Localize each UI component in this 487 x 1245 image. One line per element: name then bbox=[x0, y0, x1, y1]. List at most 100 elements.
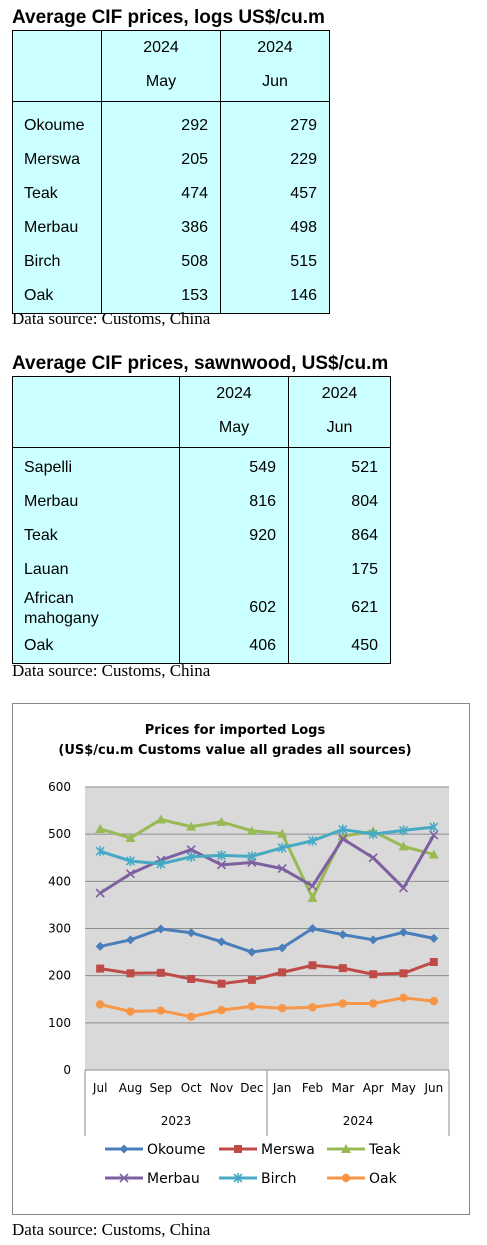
y-tick-label: 200 bbox=[48, 969, 71, 983]
data-point bbox=[368, 829, 378, 840]
data-point bbox=[156, 968, 165, 977]
data-point bbox=[428, 849, 439, 859]
data-point bbox=[341, 1144, 351, 1153]
species-label-two-line: African mahogany bbox=[24, 587, 179, 629]
header-month: Jun bbox=[326, 419, 353, 436]
x-tick-label: Aug bbox=[119, 1081, 142, 1095]
data-point bbox=[277, 842, 287, 853]
data-point bbox=[156, 1006, 166, 1015]
data-point bbox=[399, 927, 408, 937]
data-point bbox=[338, 824, 348, 835]
species-label: mahogany bbox=[24, 610, 99, 627]
price-value: 515 bbox=[290, 253, 317, 270]
price-value: 450 bbox=[351, 637, 378, 654]
species-label: Merswa bbox=[24, 151, 81, 168]
header-jun: 2024 Jun bbox=[220, 30, 330, 102]
series-line bbox=[99, 825, 434, 866]
data-point bbox=[277, 943, 287, 953]
x-tick-label: Mar bbox=[332, 1081, 355, 1095]
price-value: 920 bbox=[249, 527, 276, 544]
table-body-row: Sapelli Merbau Teak Lauan African mahoga… bbox=[12, 447, 391, 664]
species-label: Okoume bbox=[24, 117, 85, 134]
series-line bbox=[99, 960, 435, 986]
data-point bbox=[398, 825, 409, 836]
price-value: 816 bbox=[249, 493, 276, 510]
log-price-chart: Prices for imported Logs (US$/cu.m Custo… bbox=[12, 703, 470, 1215]
data-point bbox=[186, 851, 196, 862]
data-point bbox=[234, 1145, 242, 1153]
data-point bbox=[186, 821, 197, 831]
header-jun: 2024 Jun bbox=[288, 376, 391, 448]
species-label: Lauan bbox=[24, 561, 69, 578]
x-tick-label: Oct bbox=[181, 1081, 202, 1095]
y-tick-label: 500 bbox=[48, 827, 71, 841]
data-point bbox=[429, 830, 439, 840]
species-label: Merbau bbox=[24, 493, 79, 510]
year-group-label: 2023 bbox=[161, 1114, 192, 1128]
data-point bbox=[126, 1007, 135, 1016]
price-value: 621 bbox=[351, 599, 378, 616]
species-label: Birch bbox=[24, 253, 61, 270]
header-year: 2024 bbox=[143, 39, 179, 56]
x-tick-label: Sep bbox=[150, 1081, 173, 1095]
sawnwood-data-source: Data source: Customs, China bbox=[12, 661, 211, 680]
header-may: 2024 May bbox=[101, 30, 221, 102]
data-point bbox=[429, 957, 438, 966]
series-line bbox=[99, 996, 434, 1019]
data-point bbox=[277, 828, 288, 838]
plot-area: 0 100 200 300 400 500 600 Jul Aug Sep Oct Nov Dec Jan… bbox=[48, 780, 450, 1187]
price-value: 864 bbox=[351, 527, 378, 544]
price-value: 406 bbox=[249, 637, 276, 654]
header-year: 2024 bbox=[321, 385, 358, 402]
data-point bbox=[125, 856, 136, 867]
chart-data-source: Data source: Customs, China bbox=[12, 1220, 211, 1239]
price-value: 804 bbox=[351, 493, 378, 510]
species-label: Sapelli bbox=[24, 459, 73, 476]
header-month: May bbox=[145, 73, 177, 90]
data-point bbox=[217, 979, 226, 988]
x-tick-label: May bbox=[391, 1081, 416, 1095]
legend-label: Teak bbox=[368, 1142, 401, 1158]
data-point bbox=[156, 858, 166, 869]
legend-label: Okoume bbox=[147, 1142, 205, 1158]
logs-table-title: Average CIF prices, logs US$/cu.m bbox=[12, 7, 325, 28]
data-point bbox=[307, 892, 318, 902]
species-label: Oak bbox=[24, 637, 54, 654]
data-point bbox=[369, 970, 378, 979]
data-point bbox=[155, 814, 166, 824]
data-point bbox=[186, 1012, 196, 1021]
data-point bbox=[156, 924, 166, 934]
jun-column: 521 804 864 175 621 450 bbox=[288, 447, 391, 664]
data-point bbox=[429, 996, 439, 1006]
data-point bbox=[277, 1004, 287, 1013]
header-may: 2024 May bbox=[179, 376, 289, 448]
data-point bbox=[95, 846, 105, 857]
legend-label: Merbau bbox=[147, 1171, 200, 1187]
x-tick-label: Jan bbox=[272, 1081, 292, 1095]
data-point bbox=[368, 935, 378, 945]
data-point bbox=[126, 935, 135, 945]
chart-canvas: Prices for imported Logs (US$/cu.m Custo… bbox=[48, 723, 450, 1187]
chart-title: Prices for imported Logs bbox=[145, 723, 326, 738]
year-group-label: 2024 bbox=[343, 1114, 374, 1128]
data-point bbox=[429, 822, 439, 833]
data-point bbox=[96, 964, 105, 973]
sawnwood-price-table: 2024 May 2024 Jun Sapelli Merbau Teak La… bbox=[12, 376, 391, 664]
y-tick-label: 600 bbox=[48, 780, 71, 794]
table-header-row: 2024 May 2024 Jun bbox=[12, 30, 330, 102]
data-point bbox=[217, 1005, 226, 1015]
data-point bbox=[95, 941, 105, 951]
data-point bbox=[398, 883, 409, 893]
data-point bbox=[278, 968, 287, 977]
price-value: 229 bbox=[290, 151, 317, 168]
species-label: Merbau bbox=[24, 219, 79, 236]
series-line bbox=[99, 927, 435, 954]
data-point bbox=[119, 1144, 129, 1154]
data-point bbox=[216, 816, 227, 826]
may-column: 292 205 474 386 508 153 bbox=[101, 101, 221, 314]
data-point bbox=[246, 825, 257, 835]
price-value: 146 bbox=[290, 287, 317, 304]
x-tick-label: Nov bbox=[210, 1081, 233, 1095]
species-column: Sapelli Merbau Teak Lauan African mahoga… bbox=[12, 447, 180, 664]
data-point bbox=[233, 1173, 243, 1183]
